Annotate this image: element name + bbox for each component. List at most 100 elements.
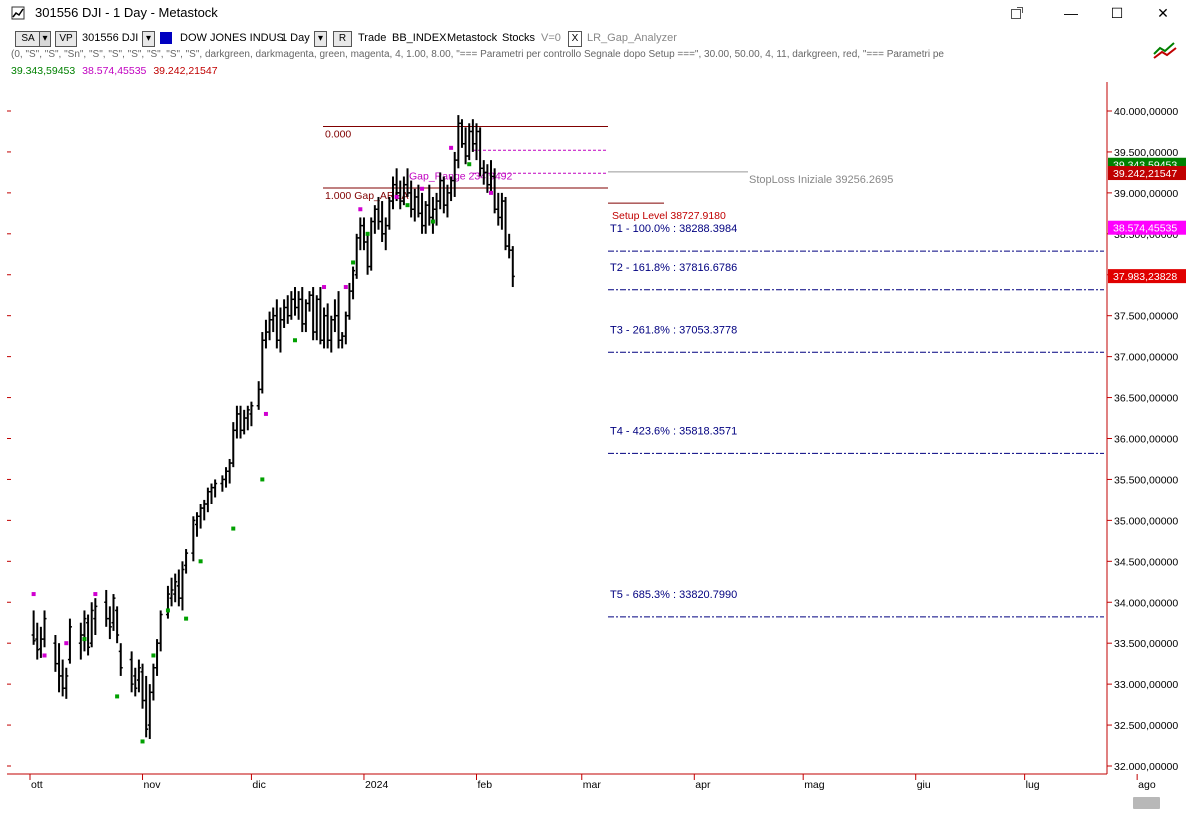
restore-window-icon[interactable] — [994, 0, 1040, 26]
indicator-value-2: 38.574,45535 — [82, 65, 147, 77]
r-button-label: R — [338, 33, 347, 44]
signal-dot — [64, 641, 69, 646]
maximize-button[interactable]: ☐ — [1110, 4, 1124, 21]
y-tick-label: 32.500,00000 — [1114, 720, 1178, 732]
period-dropdown-icon[interactable]: ▾ — [314, 31, 327, 47]
metastock-app-icon — [11, 6, 25, 20]
ohlc-bar — [82, 610, 87, 652]
y-tick-label: 37.500,00000 — [1114, 311, 1178, 323]
price-badge: 38.574,45535 — [1108, 220, 1186, 235]
gap-range-label: Gap_Range 234.9492 — [409, 170, 512, 182]
ohlc-bar — [93, 598, 98, 635]
signal-dot — [449, 145, 454, 150]
x-tick-label: nov — [144, 779, 162, 791]
ohlc-bar — [133, 667, 138, 697]
ohlc-bar — [136, 659, 141, 693]
signal-dot — [115, 694, 120, 699]
vp-button[interactable]: VP — [55, 31, 77, 47]
x-tick-label: feb — [477, 779, 492, 791]
ohlc-bar — [64, 667, 69, 699]
signal-dot — [140, 739, 145, 744]
y-tick-label: 33.000,00000 — [1114, 679, 1178, 691]
window-titlebar: 301556 DJI - 1 Day - Metastock — ☐ ✕ — [0, 0, 1186, 26]
fib-zero-label: 0.000 — [325, 129, 351, 141]
y-tick-label: 32.000,00000 — [1114, 761, 1178, 773]
stoploss-label: StopLoss Iniziale 39256.2695 — [749, 174, 893, 186]
ohlc-bar — [191, 516, 196, 562]
signal-dot — [420, 186, 425, 191]
signal-dot — [165, 608, 170, 613]
x-tick-label: mag — [804, 779, 825, 791]
symbol-dropdown-icon[interactable]: ▾ — [142, 31, 155, 47]
chart-toolbar: SA ▾ VP 301556 DJI ▾ DOW JONES INDUS 1 D… — [0, 29, 1186, 59]
price-badge-bg — [1108, 220, 1186, 235]
close-button[interactable]: ✕ — [1157, 4, 1169, 21]
ohlc-bar — [165, 585, 170, 619]
signal-dot — [184, 616, 189, 621]
fib-one-label: 1.000 Gap_AREA — [325, 190, 408, 202]
price-badge: 39.242,21547 — [1108, 166, 1186, 181]
signal-dot — [42, 653, 47, 658]
target-label-4: T4 - 423.6% : 35818.3571 — [610, 425, 737, 437]
ohlc-bar — [213, 479, 218, 498]
minimize-button[interactable]: — — [1064, 5, 1078, 21]
x-tick-label: apr — [695, 779, 711, 791]
signal-dot — [198, 559, 203, 564]
indicator-values: 39.343,59453 38.574,45535 39.242,21547 — [11, 65, 218, 77]
signal-dot — [263, 411, 268, 416]
indicator-parameters: (0, "S", "S", "Sn", "S", "S", "S", "S", … — [11, 49, 944, 60]
symbol-label: 301556 DJI — [82, 32, 139, 44]
signal-dot — [365, 231, 370, 236]
signal-dot — [292, 338, 297, 343]
signal-dot — [31, 592, 36, 597]
x-tick-label: lug — [1026, 779, 1040, 791]
ohlc-bar — [245, 405, 250, 431]
x-tick-label: ago — [1138, 779, 1156, 791]
ohlc-bar — [115, 606, 120, 644]
remove-indicator-button[interactable]: X — [568, 31, 582, 47]
r-button[interactable]: R — [333, 31, 352, 47]
stocks-label: Stocks — [502, 32, 536, 44]
ohlc-bar — [42, 610, 47, 648]
y-tick-label: 39.000,00000 — [1114, 188, 1178, 200]
price-badge-bg — [1108, 269, 1186, 284]
target-label-1: T1 - 100.0% : 38288.3984 — [610, 223, 737, 235]
y-tick-label: 39.500,00000 — [1114, 147, 1178, 159]
ohlc-bar — [89, 602, 94, 648]
signal-dot — [93, 592, 98, 597]
chart-tools-icon[interactable] — [1152, 40, 1178, 60]
plot-area[interactable] — [7, 82, 1107, 774]
signal-dot — [358, 207, 363, 212]
ohlc-bar — [510, 246, 515, 288]
ohlc-bar — [173, 573, 178, 603]
ohlc-bar — [107, 606, 112, 640]
x-tick-label: dic — [252, 779, 265, 791]
y-tick-label: 36.500,00000 — [1114, 393, 1178, 405]
ohlc-bar — [129, 651, 134, 693]
y-tick-label: 37.000,00000 — [1114, 352, 1178, 364]
ohlc-bar — [31, 610, 36, 645]
sa-dropdown-icon[interactable]: ▾ — [39, 31, 51, 47]
indicator-value-3: 39.242,21547 — [153, 65, 218, 77]
signal-dot — [405, 203, 410, 208]
indicator-value-1: 39.343,59453 — [11, 65, 76, 77]
indicator-name: LR_Gap_Analyzer — [587, 32, 677, 44]
ohlc-bar — [35, 622, 40, 660]
target-label-2: T2 - 161.8% : 37816.6786 — [610, 262, 737, 274]
signal-dot — [260, 477, 265, 482]
setup-level-label: Setup Level 38727.9180 — [612, 210, 726, 222]
y-tick-label: 35.000,00000 — [1114, 515, 1178, 527]
ohlc-bar — [249, 401, 254, 427]
target-label-3: T3 - 261.8% : 37053.3778 — [610, 324, 737, 336]
horizontal-scrollbar-thumb[interactable] — [1133, 797, 1160, 809]
trade-label: Trade — [358, 32, 387, 44]
signal-dot — [231, 526, 236, 531]
ohlc-bar — [180, 561, 185, 611]
y-tick-label: 34.000,00000 — [1114, 597, 1178, 609]
ohlc-bar — [169, 577, 174, 607]
series-color-swatch — [160, 32, 172, 44]
metastock-label: Metastock — [447, 32, 498, 44]
ohlc-bar — [184, 549, 189, 574]
sa-button[interactable]: SA — [15, 31, 41, 47]
